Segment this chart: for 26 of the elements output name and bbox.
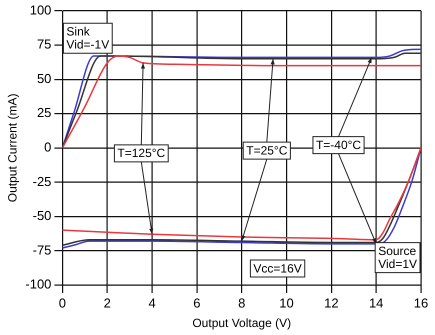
y-tick-label: -25: [32, 174, 52, 189]
x-tick-label: 14: [368, 295, 384, 310]
y-tick-label: 25: [36, 105, 52, 120]
x-tick-label: 2: [104, 295, 111, 310]
x-tick-label: 10: [279, 295, 294, 310]
x-tick-label: 16: [414, 295, 428, 310]
annotation: Vcc=16V: [253, 261, 302, 276]
annotation: T=25°C: [246, 143, 288, 158]
annotation: T=-40°C: [316, 138, 362, 152]
y-tick-label: -75: [32, 242, 52, 258]
x-tick-label: 12: [324, 295, 339, 310]
annotation: Sink Vid=-1V: [66, 24, 110, 52]
x-tick-label: 4: [148, 295, 156, 310]
y-axis-title: Output Current (mA): [6, 94, 20, 202]
annotation: T=125°C: [117, 146, 166, 160]
y-tick-label: -100: [25, 276, 52, 292]
y-tick-label: 75: [36, 36, 52, 52]
y-tick-label: 100: [30, 2, 52, 18]
x-tick-label: 0: [58, 295, 66, 310]
x-tick-label: 6: [193, 295, 201, 310]
x-axis-title: Output Voltage (V): [192, 316, 292, 330]
y-tick-label: -50: [32, 208, 52, 224]
x-tick-label: 8: [238, 295, 246, 310]
annotation: Source Vid=1V: [378, 244, 417, 271]
y-tick-label: 0: [44, 139, 52, 154]
y-tick-label: 50: [36, 70, 52, 86]
